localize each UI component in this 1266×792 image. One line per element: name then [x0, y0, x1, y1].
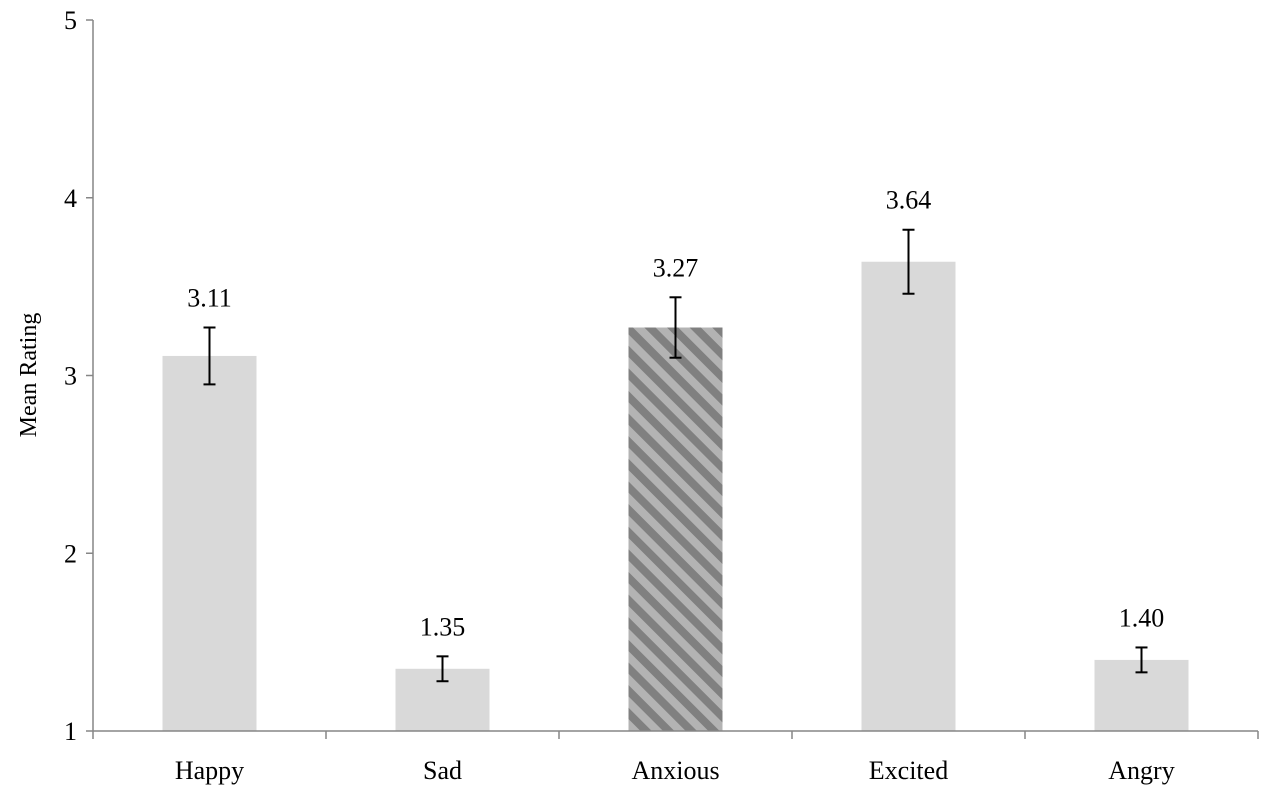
y-tick-label: 4: [64, 184, 77, 213]
y-tick-label: 2: [64, 539, 77, 568]
data-label-anxious: 3.27: [653, 253, 699, 282]
x-axis: Happy Sad Anxious Excited Angry: [92, 730, 1259, 785]
data-label-sad: 1.35: [420, 612, 466, 641]
bar-happy: [162, 355, 257, 731]
data-label-excited: 3.64: [886, 186, 932, 215]
bars-group: [162, 261, 1189, 731]
error-bars-group: [203, 228, 1148, 683]
x-tick-label-angry: Angry: [1108, 756, 1174, 785]
error-bar-angry: [1135, 646, 1148, 674]
x-tick-label-happy: Happy: [175, 756, 244, 785]
error-bar-excited: [902, 228, 915, 295]
bar-anxious: [628, 327, 723, 731]
y-tick-label: 3: [64, 362, 77, 391]
data-label-happy: 3.11: [187, 284, 232, 313]
y-axis-title: Mean Rating: [16, 313, 42, 438]
error-bar-happy: [203, 326, 216, 386]
y-tick-label: 1: [64, 717, 77, 746]
x-tick-label-sad: Sad: [423, 756, 462, 785]
error-bar-sad: [436, 655, 449, 683]
error-bar-anxious: [669, 296, 682, 359]
y-tick-label: 5: [64, 6, 77, 35]
x-tick-label-excited: Excited: [869, 756, 948, 785]
y-axis: 1 2 3 4 5: [64, 6, 94, 746]
data-labels-group: 3.11 1.35 3.27 3.64 1.40: [187, 186, 1164, 642]
bar-excited: [861, 261, 956, 731]
data-label-angry: 1.40: [1119, 603, 1165, 632]
x-tick-label-anxious: Anxious: [631, 756, 719, 785]
